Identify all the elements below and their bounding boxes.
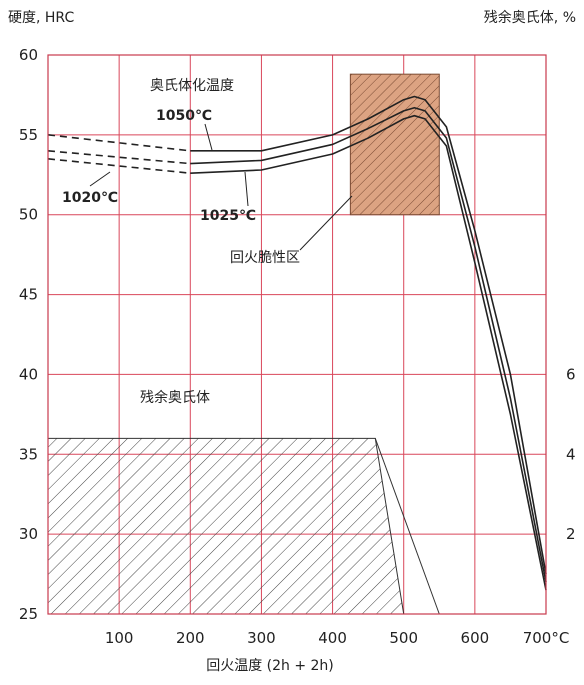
- y2-tick-label: 2: [566, 525, 576, 543]
- y-tick-label: 25: [19, 605, 38, 623]
- label-1020: 1020℃: [62, 190, 118, 206]
- leader-1020: [89, 171, 111, 187]
- y-tick-label: 45: [19, 286, 38, 304]
- y2-tick-label: 4: [566, 445, 576, 463]
- x-tick-label: 300: [247, 629, 276, 647]
- retained-austenite-label: 残余奥氏体: [140, 389, 210, 406]
- retained-austenite-edge: [374, 438, 440, 615]
- series-line: [190, 95, 547, 575]
- plot-border: [47, 54, 547, 615]
- y-tick-label: 50: [19, 206, 38, 224]
- y2-tick-label: 6: [566, 365, 576, 383]
- x-tick-label: 600: [461, 629, 490, 647]
- y-tick-label: 40: [19, 365, 38, 383]
- plot-frame: [47, 54, 547, 615]
- annotation-title: 奥氏体化温度: [150, 77, 234, 94]
- y2-axis-label: 残余奥氏体, %: [484, 9, 576, 26]
- tick-labels: 25 30 35 40 45 50 55 60 100 200 300 400 500 600 700°C 2…: [19, 46, 576, 647]
- y-tick-label: 60: [19, 46, 38, 64]
- series-line: [190, 114, 547, 591]
- x-tick-label: 100: [105, 629, 134, 647]
- leader-lines: [89, 123, 353, 251]
- x-tick-label: 400: [318, 629, 347, 647]
- temper-brittleness-region: [349, 73, 440, 216]
- leader-1050: [204, 123, 213, 151]
- leader-1025: [244, 171, 249, 207]
- regions-layer: [47, 73, 440, 615]
- y-tick-label: 55: [19, 126, 38, 144]
- x-axis-label: 回火温度 (2h + 2h): [206, 658, 334, 674]
- y-axis-label: 硬度, HRC: [8, 10, 74, 26]
- label-1025: 1025℃: [200, 208, 256, 224]
- series-line: [190, 106, 547, 583]
- x-tick-label: 200: [176, 629, 205, 647]
- y-tick-label: 30: [19, 525, 38, 543]
- series-layer: [47, 95, 547, 591]
- y-tick-label: 35: [19, 445, 38, 463]
- retained-austenite-region: [47, 437, 405, 615]
- temper-brittleness-label: 回火脆性区: [230, 249, 300, 266]
- leader-brittleness: [299, 195, 353, 251]
- x-tick-label: 700°C: [523, 629, 570, 647]
- label-1050: 1050℃: [156, 108, 212, 124]
- x-tick-label: 500: [389, 629, 418, 647]
